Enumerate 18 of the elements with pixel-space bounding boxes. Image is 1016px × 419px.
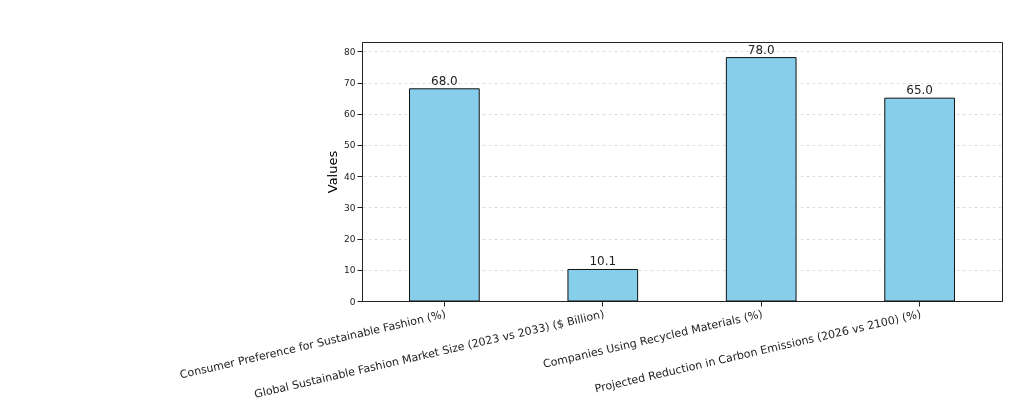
data-label: 78.0 [747, 42, 775, 57]
data-label: 10.1 [589, 254, 617, 269]
data-label: 68.0 [431, 73, 458, 88]
y-tick-label: 20 [344, 234, 356, 245]
data-label: 65.0 [906, 83, 933, 98]
bar [884, 97, 955, 302]
y-tick-label: 30 [344, 202, 356, 213]
y-tick-label: 80 [344, 46, 356, 57]
bar [409, 88, 480, 302]
bar [725, 57, 797, 302]
y-tick-label: 10 [344, 265, 356, 276]
y-tick-label: 40 [344, 171, 356, 182]
y-tick-label: 50 [344, 140, 356, 151]
y-tick-label: 70 [344, 78, 356, 89]
y-axis-title: Values [325, 150, 341, 194]
y-tick-label: 0 [349, 296, 356, 307]
y-tick-label: 60 [344, 109, 356, 120]
bar [567, 268, 639, 302]
